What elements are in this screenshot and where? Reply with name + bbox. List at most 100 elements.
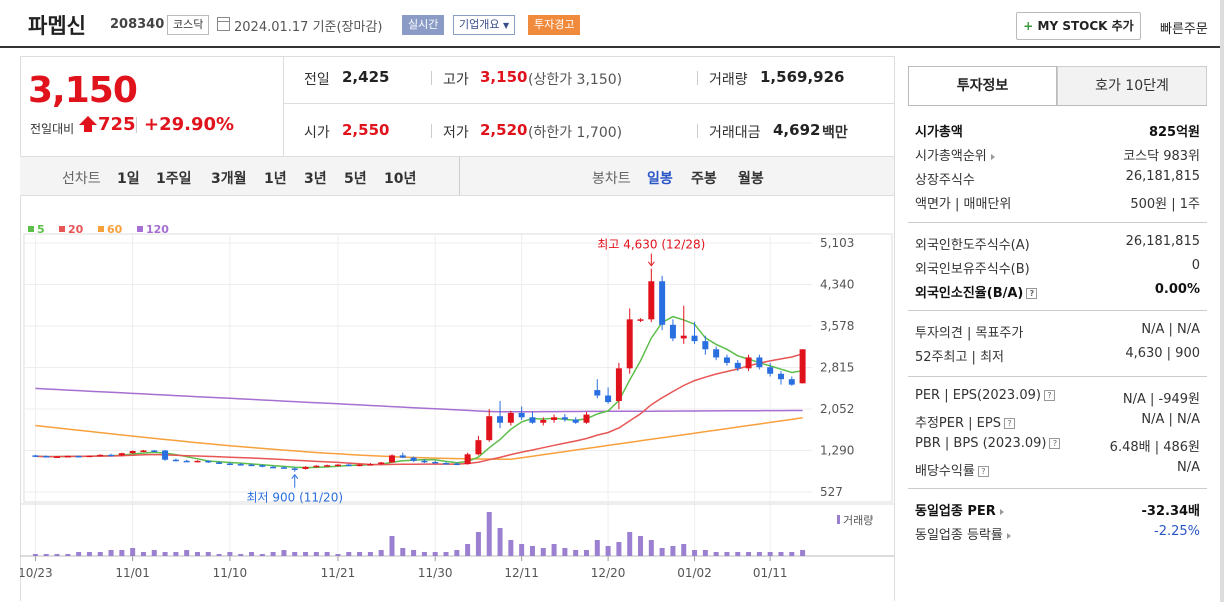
candle [594,379,601,399]
candle [680,305,687,344]
volume-label: 거래량 [709,72,748,88]
candle [410,456,417,462]
volume-bar [411,550,417,556]
divider [908,376,1207,377]
caret-right-icon[interactable] [1006,532,1011,539]
candle [172,458,179,462]
volume-bar [119,550,125,556]
candle-body [334,464,341,467]
tab-investment-info[interactable]: 투자정보 [908,66,1057,106]
period-weekly[interactable]: 주봉 [691,171,717,187]
help-icon[interactable]: ? [1049,438,1061,449]
candle [108,453,115,457]
info-value: 26,181,815 [1125,234,1200,249]
period-1d[interactable]: 1일 [117,171,140,187]
company-overview-dropdown[interactable]: 기업개요 ▼ [453,15,516,35]
y-tick-label: 2,052 [820,402,854,416]
candle-body [64,455,71,458]
caret-right-icon[interactable] [999,508,1004,515]
x-tick-label: 12/20 [591,566,626,580]
candle-body [216,462,223,464]
candle-body [626,319,633,369]
change-percent: +29.90% [144,114,235,135]
candle-body [324,465,331,467]
candle-body [86,455,93,458]
candle [486,409,493,442]
volume-bar [746,552,752,556]
period-daily[interactable]: 일봉 [647,171,673,187]
add-my-stock-button[interactable]: + MY STOCK 추가 [1016,12,1141,40]
candle-body [788,379,795,385]
volume-bar [670,546,676,556]
legend-item: 60 [98,223,123,236]
x-tick-label: 01/02 [677,566,712,580]
info-row: 동일업종 PER -32.34배 [915,500,1200,519]
volume-bar [162,552,168,556]
volume-bar [605,546,611,556]
period-3y[interactable]: 3년 [304,171,327,187]
volume-bar [227,552,233,556]
candle [432,460,439,464]
volume-bar [497,528,503,556]
candle-body [486,416,493,441]
period-10y[interactable]: 10년 [384,171,417,187]
info-label: 상장주식수 [915,173,975,188]
candle [551,414,558,423]
period-1y[interactable]: 1년 [264,171,287,187]
info-label: PER | EPS(2023.09)? [915,388,1055,403]
period-3m[interactable]: 3개월 [211,171,247,187]
candle-body [767,367,774,374]
x-tick-label: 11/01 [115,566,150,580]
plus-icon: + [1023,19,1034,33]
realtime-button[interactable]: 실시간 [402,15,445,35]
help-icon[interactable]: ? [1026,288,1038,299]
candle [270,465,277,469]
chevron-down-icon: ▼ [502,21,510,30]
candle-body [572,419,579,423]
help-icon[interactable]: ? [977,466,989,477]
quick-order-button[interactable]: 빠른주문 [1160,22,1208,37]
divider [908,310,1207,311]
candle [659,275,666,331]
caret-right-icon[interactable] [990,153,995,160]
period-1w[interactable]: 1주일 [156,171,192,187]
volume-bar [357,552,363,556]
help-icon[interactable]: ? [1043,390,1055,401]
help-icon[interactable]: ? [1003,418,1015,429]
x-tick-label: 10/23 [20,566,53,580]
market-tag: 코스닥 [167,15,210,35]
amount-label: 거래대금 [709,125,761,141]
candle [43,455,50,458]
info-label: 추정PER | EPS? [915,412,1015,431]
candle-body [302,466,309,469]
period-monthly[interactable]: 월봉 [738,171,764,187]
volume-bar [713,552,719,556]
info-label: 동일업종 PER [915,500,1004,519]
volume-bar [292,552,298,556]
candle [334,464,341,467]
volume-bar [97,552,103,556]
candle [378,461,385,465]
divider [283,56,284,156]
candle-body [248,464,255,467]
candle [421,459,428,463]
candle-body [356,464,363,467]
volume-bar [324,552,330,556]
legend-label: 20 [68,223,84,236]
divider [459,157,460,195]
period-5y[interactable]: 5년 [344,171,367,187]
candle [799,349,806,384]
volume-bar [86,552,92,556]
candle-body [594,390,601,396]
volume-bar [205,552,211,556]
volume-bar [551,544,557,556]
y-tick-label: 4,340 [820,278,854,292]
stock-code: 208340 [110,17,165,32]
info-value: 0.00% [1154,282,1200,297]
candle [54,455,61,458]
tab-order-book[interactable]: 호가 10단계 [1057,66,1207,106]
info-row: 동일업종 등락률 -2.25% [915,524,1200,543]
candle [324,464,331,467]
scrollbar[interactable] [1220,0,1224,602]
ma-120-line [35,387,803,413]
